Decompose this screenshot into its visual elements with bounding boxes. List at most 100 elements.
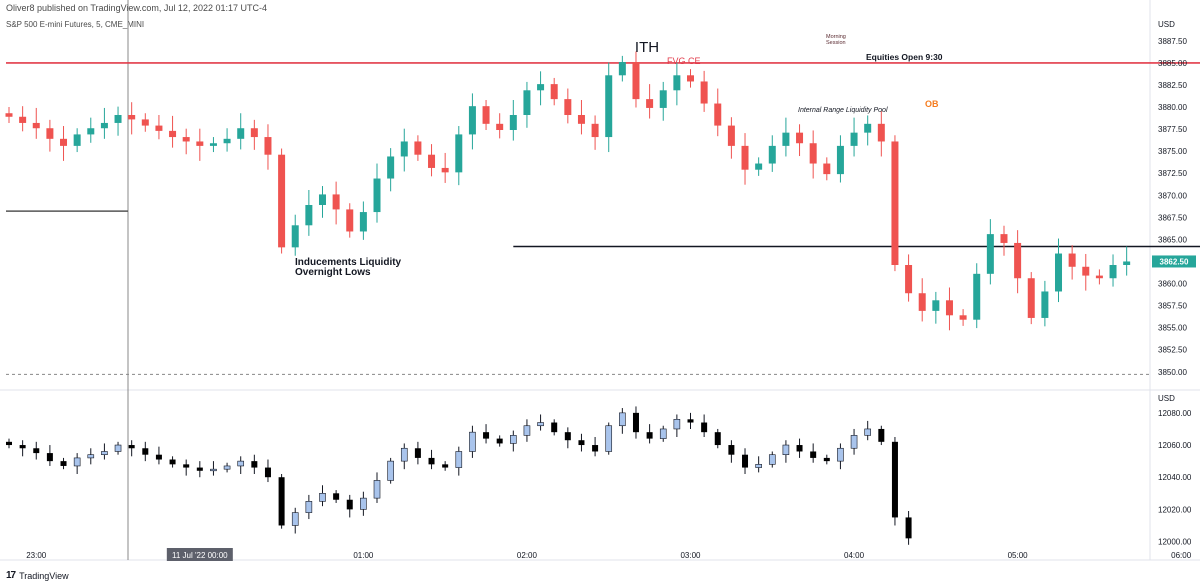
bar-body — [796, 445, 803, 452]
bar-body — [551, 422, 558, 433]
candle-body — [1123, 261, 1131, 265]
candle-body — [918, 293, 926, 311]
candle-body — [373, 178, 381, 213]
price-tick-label: 3887.50 — [1158, 37, 1187, 46]
bar-body — [455, 451, 463, 468]
bar-body — [46, 453, 53, 462]
candle-body — [428, 154, 436, 168]
bar-body — [73, 457, 81, 467]
bar-body — [510, 435, 517, 444]
candle-body — [441, 167, 449, 173]
bar-body — [60, 461, 67, 466]
bar-body — [251, 461, 258, 468]
price-tick-label: 3867.50 — [1158, 213, 1187, 222]
bar-body — [646, 432, 653, 439]
candle-body — [687, 75, 694, 82]
bar-body — [742, 454, 749, 468]
bar-body — [537, 422, 544, 427]
bar-body — [755, 464, 762, 468]
candle-body — [509, 115, 517, 130]
candle-body — [1014, 242, 1022, 279]
bar-body — [578, 440, 585, 446]
bar-body — [346, 499, 353, 510]
bar-body — [728, 445, 735, 455]
equities-open-label: Equities Open 9:30 — [866, 52, 943, 62]
bar-body — [428, 457, 435, 465]
candle-body — [646, 99, 654, 108]
bar-body — [264, 467, 271, 478]
candle-body — [250, 128, 258, 138]
bar-body — [701, 422, 708, 433]
candle-body — [209, 143, 217, 146]
price-tick-label: 3882.50 — [1158, 81, 1187, 90]
bar-body — [291, 512, 299, 526]
time-tick-label: 05:00 — [1008, 551, 1029, 560]
bar-body — [864, 428, 871, 436]
bar-body — [278, 477, 285, 526]
candle-body — [223, 138, 231, 144]
bar-body — [155, 454, 162, 460]
lower-tick-label: 12060.00 — [1158, 441, 1192, 450]
candle-body — [387, 156, 395, 179]
bar-body — [128, 445, 135, 449]
candle-body — [877, 123, 885, 142]
bar-body — [360, 497, 367, 510]
candle-body — [809, 143, 817, 164]
bar-body — [19, 445, 26, 449]
price-tick-label: 3850.00 — [1158, 368, 1187, 377]
candle-body — [114, 115, 122, 123]
time-tick-label: 06:00 — [1171, 551, 1192, 560]
time-tick-label: 01:00 — [353, 551, 374, 560]
candle-body — [482, 106, 490, 124]
bar-body — [87, 454, 95, 459]
bar-series — [6, 406, 912, 545]
lower-tick-label: 12040.00 — [1158, 473, 1192, 482]
bar-body — [196, 467, 203, 471]
bar-body — [33, 448, 40, 454]
candle-body — [46, 128, 54, 139]
candle-body — [864, 123, 872, 133]
crosshair-time-label: 11 Jul '22 00:00 — [172, 551, 228, 560]
candle-body — [1000, 234, 1008, 243]
candle-body — [823, 163, 831, 175]
candle-body — [169, 130, 177, 138]
ir-pool-label: Internal Range Liquidity Pool — [798, 107, 888, 114]
bar-body — [891, 441, 898, 518]
candle-body — [891, 141, 899, 265]
bar-body — [837, 447, 844, 462]
candle-body — [836, 145, 844, 175]
bar-body — [659, 428, 667, 439]
candle-body — [1027, 278, 1035, 318]
candle-body — [577, 115, 585, 124]
price-tick-label: 3880.00 — [1158, 103, 1187, 112]
candle-body — [523, 90, 531, 115]
symbol-line: S&P 500 E-mini Futures, 5, CME_MINI — [6, 20, 145, 29]
bar-body — [305, 501, 313, 513]
candle-body — [986, 234, 994, 274]
lower-tick-label: 12020.00 — [1158, 505, 1192, 514]
candle-body — [673, 75, 681, 91]
morning-session-label: Morning — [826, 34, 846, 40]
bar-body — [564, 432, 571, 441]
last-price-label: 3862.50 — [1160, 257, 1189, 266]
published-line: Oliver8 published on TradingView.com, Ju… — [6, 3, 267, 13]
bar-body — [782, 444, 790, 455]
tradingview-logo-icon: 17 — [6, 570, 16, 581]
candle-body — [87, 128, 95, 135]
price-tick-label: 3865.00 — [1158, 235, 1187, 244]
candle-body — [400, 141, 408, 157]
candle-body — [291, 225, 299, 248]
candle-body — [60, 138, 68, 146]
bar-body — [810, 451, 817, 458]
candle-body — [73, 134, 81, 146]
candle-body — [1068, 253, 1076, 267]
candle-body — [346, 209, 354, 232]
candle-body — [32, 122, 40, 129]
brand: 17 TradingView — [6, 570, 69, 581]
bar-body — [142, 448, 149, 455]
candle-body — [1055, 253, 1063, 292]
candle-body — [945, 300, 953, 316]
overnight-lows-label: Overnight Lows — [295, 267, 371, 278]
ob-label: OB — [925, 99, 939, 109]
